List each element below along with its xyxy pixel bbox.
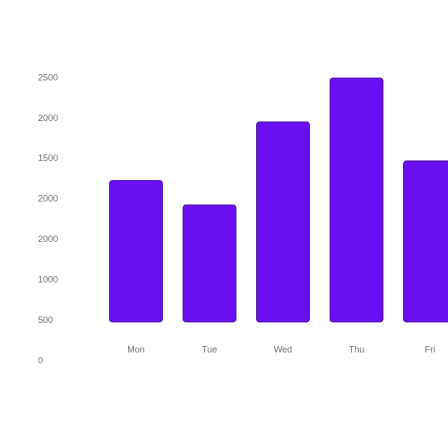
y-axis-label: 500 [38, 315, 53, 325]
bar [403, 160, 448, 323]
bar [329, 77, 384, 323]
x-tick-label: Fri [425, 344, 436, 354]
x-tick-label: Wed [274, 344, 292, 354]
y-axis-label: 0 [38, 355, 43, 365]
bar [182, 204, 237, 323]
bar [256, 121, 310, 323]
bar [109, 180, 163, 323]
x-tick-label: Tue [202, 344, 217, 354]
y-axis-label: 2500 [38, 72, 58, 82]
y-axis-label: 2000 [38, 234, 58, 244]
y-axis-label: 2000 [38, 194, 58, 204]
x-tick-label: Thu [349, 344, 365, 354]
y-axis-label: 1000 [38, 275, 58, 285]
y-axis-label: 1500 [38, 153, 58, 163]
y-axis-label: 2000 [38, 113, 58, 123]
x-tick-label: Mon [127, 344, 145, 354]
